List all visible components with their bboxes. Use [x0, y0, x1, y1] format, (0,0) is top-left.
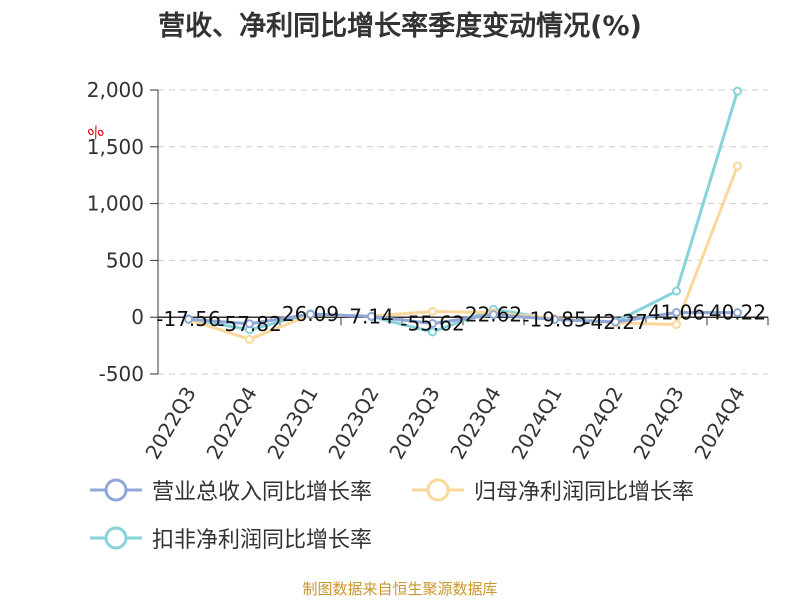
y-tick-label: -500 [99, 362, 144, 386]
x-tick-label: 2023Q2 [323, 383, 383, 464]
x-tick-label: 2024Q4 [689, 383, 749, 464]
y-tick-label: 1,500 [87, 135, 144, 159]
data-point [306, 309, 315, 319]
series-line [188, 165, 739, 341]
data-label: 26.09 [282, 302, 339, 326]
data-label: -55.62 [400, 312, 464, 336]
data-point [245, 334, 254, 344]
chart-title: 营收、净利同比增长率季度变动情况(%) [158, 11, 642, 42]
x-tick-label: 2023Q3 [384, 383, 444, 464]
data-point [428, 327, 437, 337]
legend-marker-net-profit [412, 478, 464, 502]
x-tick-label: 2024Q3 [628, 383, 688, 464]
data-label: -57.82 [217, 312, 281, 336]
data-label: -42.27 [583, 310, 647, 334]
legend-item-revenue[interactable]: 营业总收入同比增长率 [90, 474, 372, 506]
y-tick-labels: -500 0 500 1,000 1,500 2,000 [87, 78, 144, 386]
legend-label-net-profit: 归母净利润同比增长率 [474, 480, 695, 505]
x-tick-label: 2023Q4 [445, 383, 505, 464]
y-tick-label: 500 [106, 248, 144, 272]
data-labels: -17.56-57.82 26.09 7.14 -55.62 22.62 -19.85-4… [156, 301, 766, 336]
legend-marker-revenue [90, 478, 142, 502]
y-tick-label: 2,000 [87, 78, 144, 102]
data-label: 40.22 [709, 301, 766, 325]
series-line [188, 90, 739, 334]
data-point [733, 86, 742, 96]
axes [150, 89, 769, 375]
data-label: -19.85 [522, 307, 586, 331]
data-point [672, 308, 681, 318]
legend-marker-deducted-profit [90, 526, 142, 550]
legend-item-net-profit[interactable]: 归母净利润同比增长率 [412, 474, 694, 506]
data-point [733, 308, 742, 318]
grid-lines [158, 89, 768, 375]
source-note: 制图数据来自恒生聚源数据库 [302, 580, 498, 598]
legend-item-deducted-profit[interactable]: 扣非净利润同比增长率 [90, 522, 372, 554]
data-point [550, 314, 559, 324]
x-tick-label: 2023Q1 [262, 383, 322, 464]
data-point [733, 161, 742, 171]
data-point [184, 314, 193, 324]
data-label: 22.62 [465, 303, 522, 327]
legend-label-revenue: 营业总收入同比增长率 [152, 480, 373, 505]
data-label: 7.14 [349, 304, 394, 328]
y-tick-label: 0 [131, 305, 144, 329]
x-tick-label: 2022Q4 [201, 383, 261, 464]
series-line [188, 311, 738, 326]
x-tick-label: 2024Q1 [506, 383, 566, 464]
x-tick-labels: 2022Q3 2022Q4 2023Q1 2023Q2 2023Q3 2023Q4 2024… [140, 383, 749, 464]
data-point [428, 319, 437, 329]
y-tick-label: 1,000 [87, 192, 144, 216]
data-label: -17.56 [156, 307, 220, 331]
data-label: 41.06 [648, 301, 705, 325]
x-tick-label: 2024Q2 [567, 383, 627, 464]
data-point [245, 319, 254, 329]
data-point [672, 320, 681, 330]
data-point [367, 311, 376, 321]
data-point [672, 286, 681, 296]
legend-label-deducted-profit: 扣非净利润同比增长率 [152, 528, 373, 553]
data-point [428, 307, 437, 317]
series-lines [184, 86, 742, 344]
data-point [489, 310, 498, 320]
data-point [611, 317, 620, 327]
x-tick-label: 2022Q3 [140, 383, 200, 464]
